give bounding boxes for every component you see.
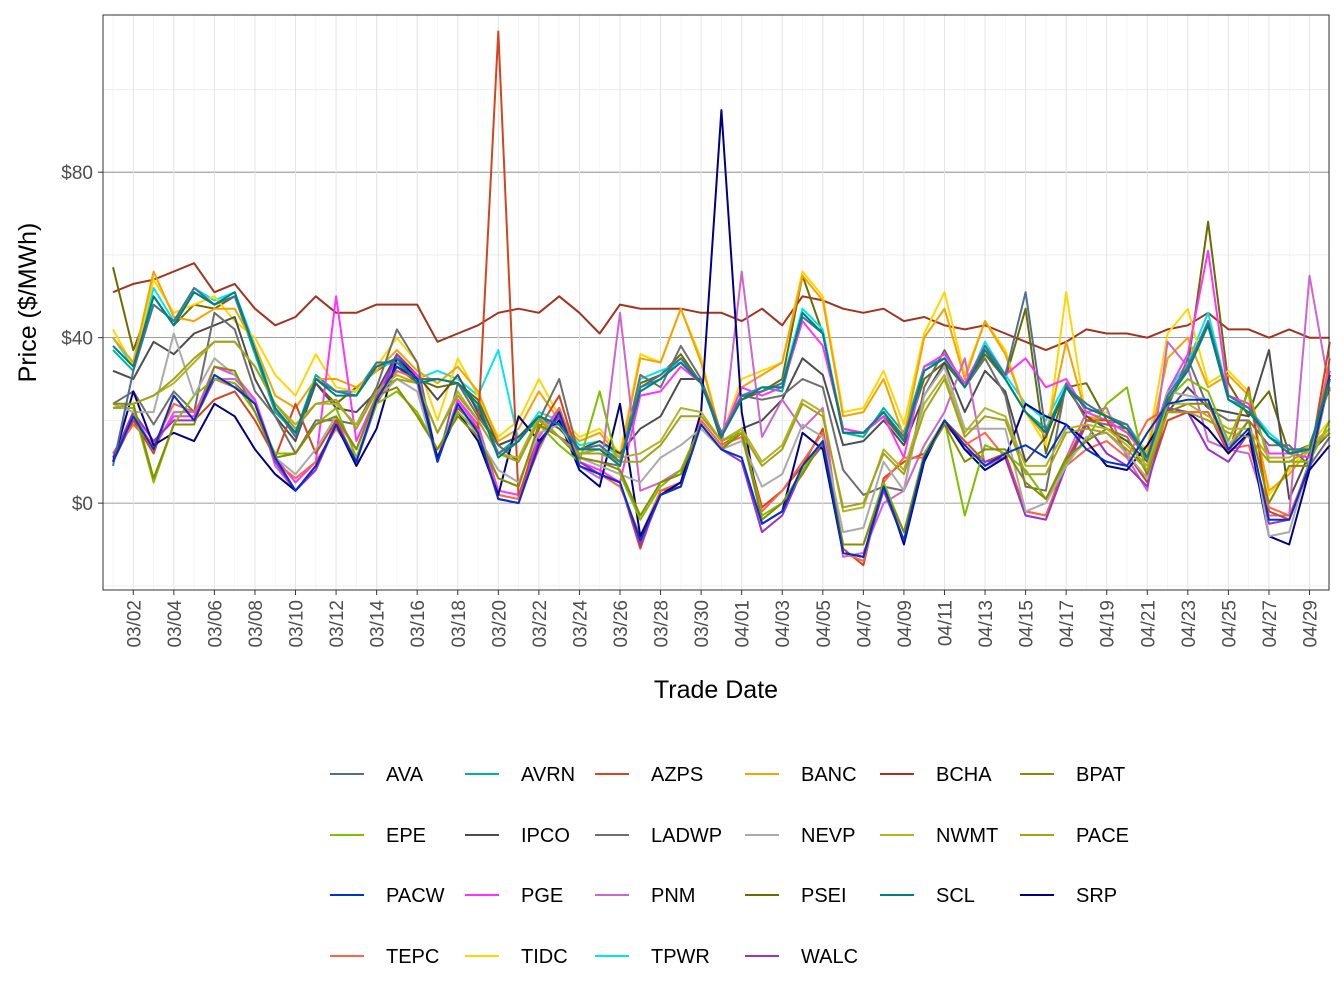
legend-item-srp: SRP	[1020, 885, 1117, 907]
x-tick-label: 03/06	[205, 600, 226, 648]
x-tick-label: 04/21	[1138, 600, 1159, 648]
legend-item-walc: WALC	[745, 946, 858, 968]
y-tick-label: $80	[61, 163, 93, 184]
x-tick-label: 04/09	[895, 600, 916, 648]
legend-item-ladwp: LADWP	[595, 825, 722, 847]
legend-item-tpwr: TPWR	[595, 946, 710, 968]
x-tick-label: 04/29	[1301, 600, 1322, 648]
legend-item-tidc: TIDC	[465, 946, 568, 968]
legend-label: TIDC	[521, 946, 568, 968]
legend-item-nevp: NEVP	[745, 825, 855, 847]
x-tick-label: 03/14	[368, 600, 389, 648]
legend-item-pacw: PACW	[330, 885, 445, 907]
plot-border	[102, 14, 1330, 591]
x-tick-label: 03/10	[287, 600, 308, 648]
legend-label: BANC	[801, 764, 857, 786]
x-tick-label: 04/01	[733, 600, 754, 648]
x-axis-title: Trade Date	[654, 676, 778, 704]
y-tick-label: $0	[72, 494, 93, 515]
legend-label: TPWR	[651, 946, 710, 968]
legend-item-pnm: PNM	[595, 885, 695, 907]
x-tick-label: 03/28	[652, 600, 673, 648]
legend-item-nwmt: NWMT	[880, 825, 998, 847]
x-tick-label: 03/22	[530, 600, 551, 648]
legend-item-azps: AZPS	[595, 764, 703, 786]
minor-y-gridlines	[103, 89, 1329, 587]
minor-x-gridlines	[112, 15, 1331, 590]
legend-label: BPAT	[1076, 764, 1125, 786]
series-line-pacw	[112, 365, 1331, 558]
x-tick-label: 04/05	[814, 600, 835, 648]
legend-label: AZPS	[651, 764, 703, 786]
x-tick-label: 03/26	[611, 600, 632, 648]
y-axis-title: Price ($/MWh)	[14, 223, 42, 383]
major-y-gridlines	[103, 171, 1329, 504]
legend-label: IPCO	[521, 825, 570, 847]
legend-label: SCL	[936, 885, 975, 907]
legend-label: PSEI	[801, 885, 847, 907]
legend-item-tepc: TEPC	[330, 946, 439, 968]
legend-item-avrn: AVRN	[465, 764, 575, 786]
series-line-tepc	[112, 358, 1331, 562]
x-tick-label: 04/27	[1260, 600, 1281, 648]
x-tick-label: 03/08	[246, 600, 267, 648]
x-axis: 03/02 03/04 03/06 03/08 03/10 03/12 03/14 03/16…	[124, 590, 1322, 648]
x-tick-label: 03/16	[408, 600, 429, 648]
legend: AVA AVRN AZPS BANC BCHA BPAT EPE IPCO LADWP NEVP N…	[330, 764, 1129, 968]
major-x-gridlines	[132, 15, 1311, 590]
legend-item-bcha: BCHA	[880, 764, 992, 786]
y-axis: $0 $40 $80	[61, 163, 103, 515]
x-tick-label: 03/18	[449, 600, 470, 648]
legend-label: EPE	[386, 825, 426, 847]
legend-item-ipco: IPCO	[465, 825, 570, 847]
legend-label: PACE	[1076, 825, 1129, 847]
legend-label: SRP	[1076, 885, 1117, 907]
series-line-scl	[112, 291, 1331, 467]
x-tick-label: 04/15	[1017, 600, 1038, 648]
legend-item-pace: PACE	[1020, 825, 1129, 847]
x-tick-label: 04/13	[976, 600, 997, 648]
legend-item-scl: SCL	[880, 885, 975, 907]
x-tick-label: 03/04	[165, 600, 186, 648]
x-tick-label: 04/17	[1057, 600, 1078, 648]
y-tick-label: $40	[61, 329, 93, 350]
x-tick-label: 04/25	[1219, 600, 1240, 648]
series-lines	[112, 30, 1331, 567]
legend-label: NEVP	[801, 825, 855, 847]
x-tick-label: 03/12	[327, 600, 348, 648]
legend-item-pge: PGE	[465, 885, 563, 907]
x-tick-label: 04/19	[1098, 600, 1119, 648]
x-tick-label: 03/20	[489, 600, 510, 648]
x-tick-label: 04/11	[935, 600, 956, 646]
legend-label: WALC	[801, 946, 858, 968]
legend-item-psei: PSEI	[745, 885, 847, 907]
legend-label: PNM	[651, 885, 695, 907]
legend-item-banc: BANC	[745, 764, 857, 786]
legend-label: PACW	[386, 885, 445, 907]
legend-label: AVRN	[521, 764, 575, 786]
legend-label: AVA	[386, 764, 424, 786]
x-tick-label: 04/03	[773, 600, 794, 648]
legend-item-epe: EPE	[330, 825, 426, 847]
x-tick-label: 03/02	[124, 600, 145, 648]
legend-label: LADWP	[651, 825, 722, 847]
series-line-pace	[112, 340, 1331, 509]
x-tick-label: 04/07	[854, 600, 875, 648]
legend-label: PGE	[521, 885, 563, 907]
x-tick-label: 03/30	[692, 600, 713, 648]
legend-item-bpat: BPAT	[1020, 764, 1125, 786]
legend-label: TEPC	[386, 946, 439, 968]
series-line-bcha	[112, 262, 1330, 352]
legend-label: NWMT	[936, 825, 998, 847]
x-tick-label: 04/23	[1179, 600, 1200, 648]
legend-label: BCHA	[936, 764, 992, 786]
x-tick-label: 03/24	[570, 600, 591, 648]
legend-item-ava: AVA	[330, 764, 424, 786]
